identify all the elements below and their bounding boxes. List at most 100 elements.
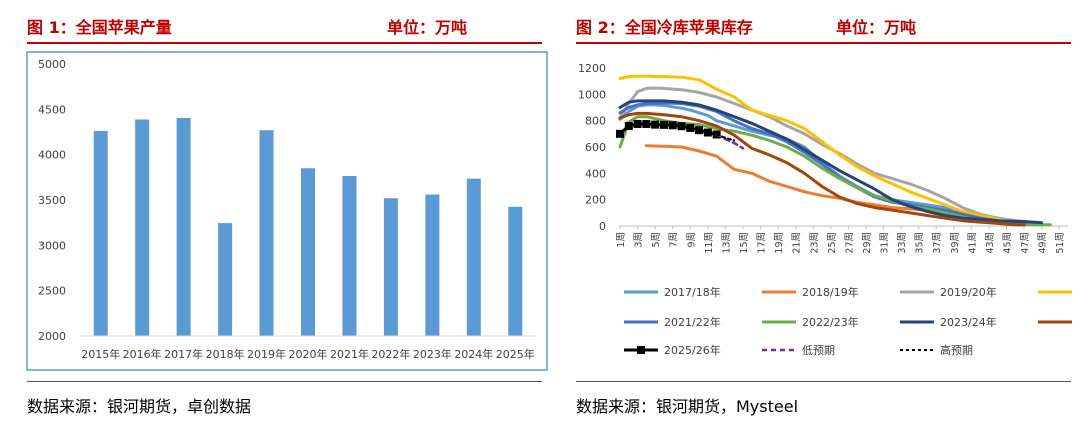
x-tick-label: 25周 xyxy=(827,232,838,254)
legend-label: 2023/24年 xyxy=(940,315,997,329)
series-marker-2025/26年 xyxy=(686,123,695,132)
series-marker-2025/26年 xyxy=(624,121,633,130)
series-line-高预期 xyxy=(715,133,736,142)
series-line-2022/23年 xyxy=(618,115,1052,227)
series-marker-2025/26年 xyxy=(659,120,668,129)
x-tick-label: 29周 xyxy=(862,232,873,254)
figure1-title: 图 1：全国苹果产量 xyxy=(27,18,172,37)
x-tick-label: 19周 xyxy=(774,232,785,254)
x-tick-label: 2018年 xyxy=(206,347,245,361)
cold-storage-line-chart: 0 200 400 600 800 1000 1200 1周 3周 5周 7周 9周 11周 13周 15周… xyxy=(578,62,1072,357)
figure1-header-rule xyxy=(27,42,542,44)
y-tick-label: 600 xyxy=(585,141,606,154)
x-tick-label: 21周 xyxy=(792,232,803,254)
y-tick-label: 2000 xyxy=(38,330,66,343)
legend-label: 2018/19年 xyxy=(802,285,859,299)
x-tick-label: 2019年 xyxy=(247,347,286,361)
y-tick-label: 1200 xyxy=(578,62,606,75)
x-tick-label: 13周 xyxy=(721,232,732,254)
x-tick-label: 11周 xyxy=(704,232,715,254)
x-tick-label: 39周 xyxy=(950,232,961,254)
x-tick-label: 43周 xyxy=(985,232,996,254)
series-marker-2025/26年 xyxy=(668,121,677,130)
x-tick-label: 2020年 xyxy=(289,347,328,361)
bar-2016年 xyxy=(135,119,150,336)
x-tick-label: 2023年 xyxy=(413,347,452,361)
x-tick-label: 1周 xyxy=(616,232,627,248)
series-line-低预期 xyxy=(715,133,745,150)
figure2-title: 图 2：全国冷库苹果库存 xyxy=(576,18,753,37)
x-tick-label: 7周 xyxy=(669,232,680,248)
x-tick-label: 3周 xyxy=(634,232,645,248)
series-marker-2025/26年 xyxy=(633,119,642,128)
legend-label: 2017/18年 xyxy=(664,285,721,299)
x-tick-label: 27周 xyxy=(844,232,855,254)
x-tick-label: 17周 xyxy=(757,232,768,254)
x-tick-label: 51周 xyxy=(1055,232,1066,254)
y-tick-label: 1000 xyxy=(578,88,606,101)
x-tick-label: 2022年 xyxy=(371,347,410,361)
x-tick-label: 47周 xyxy=(1020,232,1031,254)
x-tick-label: 2015年 xyxy=(81,347,120,361)
legend-label: 2022/23年 xyxy=(802,315,859,329)
figure2-unit: 单位：万吨 xyxy=(836,18,917,37)
x-tick-label: 9周 xyxy=(686,232,697,248)
x-tick-label: 31周 xyxy=(880,232,891,254)
x-tick-label: 2021年 xyxy=(330,347,369,361)
y-tick-label: 0 xyxy=(599,220,606,233)
y-tick-label: 3000 xyxy=(38,239,66,252)
legend-label: 低预期 xyxy=(802,344,835,357)
x-tick-label: 45周 xyxy=(1003,232,1014,254)
y-tick-label: 2500 xyxy=(38,285,66,298)
series-marker-2025/26年 xyxy=(642,119,651,128)
series-line-2019/20年 xyxy=(618,86,1035,225)
x-tick-label: 35周 xyxy=(915,232,926,254)
figure1-unit: 单位：万吨 xyxy=(387,18,468,37)
legend-label: 2025/26年 xyxy=(664,343,721,357)
bar-2020年 xyxy=(301,168,315,336)
x-tick-label: 49周 xyxy=(1038,232,1049,254)
bar-2019年 xyxy=(259,130,274,336)
bar-2025年 xyxy=(508,206,523,336)
series-line-2021/22年 xyxy=(618,101,1035,225)
y-tick-label: 200 xyxy=(585,194,606,207)
y-tick-label: 800 xyxy=(585,115,606,128)
bar-2024年 xyxy=(466,178,481,336)
bar-2023年 xyxy=(425,194,440,336)
legend-label: 高预期 xyxy=(940,343,973,357)
figure2-bottom-rule xyxy=(576,381,1071,382)
bar-2022年 xyxy=(383,198,398,336)
legend-label: 2021/22年 xyxy=(664,315,721,329)
x-tick-label: 37周 xyxy=(932,232,943,254)
x-tick-label: 2016年 xyxy=(123,347,162,361)
x-tick-label: 5周 xyxy=(651,232,662,248)
y-tick-label: 4500 xyxy=(38,103,66,116)
y-tick-label: 4000 xyxy=(38,149,66,162)
figure2-source: 数据来源：银河期货，Mysteel xyxy=(576,397,799,416)
series-marker-2025/26年 xyxy=(695,126,704,135)
bar-2018年 xyxy=(218,223,233,336)
bar-2015年 xyxy=(93,130,108,336)
legend-label: 2019/20年 xyxy=(940,285,997,299)
figure2-header-rule xyxy=(576,42,1071,44)
legend-marker xyxy=(637,346,645,354)
series-line-2020/21年 xyxy=(618,74,1035,225)
y-tick-label: 5000 xyxy=(38,58,66,71)
y-tick-label: 3500 xyxy=(38,194,66,207)
bar-2017年 xyxy=(176,117,191,337)
figure1-bottom-rule xyxy=(27,381,542,382)
series-marker-2025/26年 xyxy=(651,120,660,129)
chart-frame xyxy=(26,51,548,371)
x-tick-label: 2017年 xyxy=(164,347,203,361)
x-tick-label: 41周 xyxy=(967,232,978,254)
series-marker-2025/26年 xyxy=(616,129,624,138)
series-marker-2025/26年 xyxy=(703,128,712,137)
x-tick-label: 23周 xyxy=(809,232,820,254)
x-tick-label: 15周 xyxy=(739,232,750,254)
x-tick-label: 33周 xyxy=(897,232,908,254)
x-tick-label: 2024年 xyxy=(454,347,493,361)
series-marker-2025/26年 xyxy=(677,122,686,131)
y-tick-label: 400 xyxy=(585,167,606,180)
bar-2021年 xyxy=(342,175,357,336)
